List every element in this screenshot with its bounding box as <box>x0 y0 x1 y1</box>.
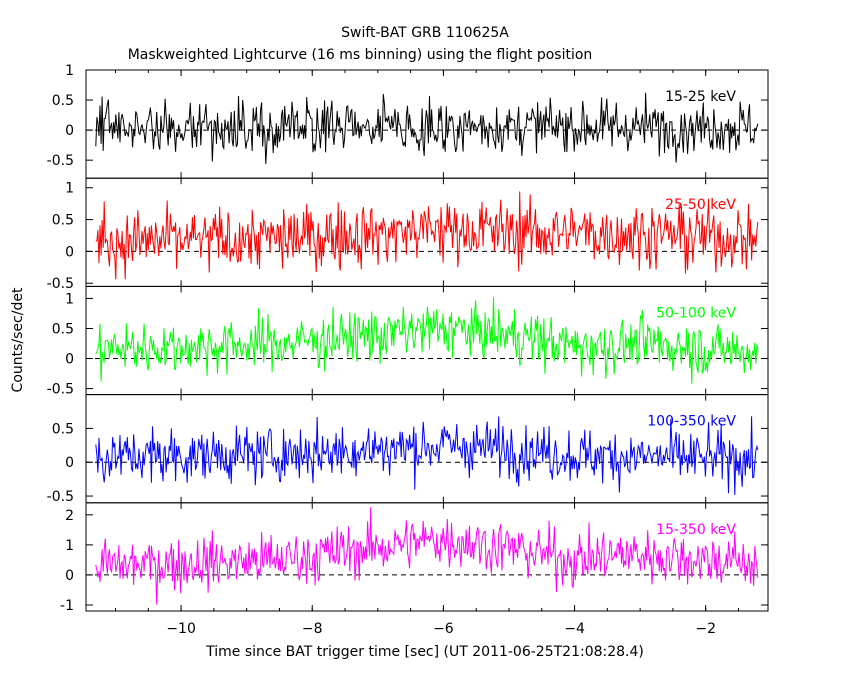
x-tick-label: −8 <box>302 621 323 637</box>
x-axis: −10 −8 −6 −4 −2 <box>115 70 739 637</box>
series-label: 15-25 keV <box>665 89 736 105</box>
y-tick-label: -0.5 <box>47 276 74 292</box>
series-label: 25-50 keV <box>665 197 736 213</box>
chart-title: Swift-BAT GRB 110625A <box>341 25 509 41</box>
y-tick-label: 0 <box>65 123 74 139</box>
series-line <box>95 416 759 496</box>
chart-subtitle: Maskweighted Lightcurve (16 ms binning) … <box>128 47 593 63</box>
y-tick-label: 0 <box>65 352 74 368</box>
panel-4: -0.5 0 0.5 100-350 keV <box>47 394 769 505</box>
series-line <box>95 507 759 605</box>
y-tick-label: 0 <box>65 455 74 471</box>
y-tick-label: -0.5 <box>47 153 74 169</box>
y-tick-label: 1 <box>65 291 74 307</box>
y-tick-label: -0.5 <box>47 382 74 398</box>
series-label: 15-350 keV <box>656 522 736 538</box>
y-tick-label: 0 <box>65 244 74 260</box>
series-label: 50-100 keV <box>656 305 736 321</box>
series-line <box>95 92 759 164</box>
panel-frame <box>85 502 769 612</box>
x-tick-label: −10 <box>166 621 196 637</box>
y-tick-label: 1 <box>65 181 74 197</box>
y-tick-label: -1 <box>60 598 74 614</box>
y-tick-label: 0.5 <box>52 421 74 437</box>
y-tick-label: -0.5 <box>47 489 74 505</box>
y-tick-label: 2 <box>65 508 74 524</box>
y-tick-label: 0.5 <box>52 321 74 337</box>
y-tick-label: 0 <box>65 568 74 584</box>
panel-2: -0.5 0 0.5 1 25-50 keV <box>47 177 769 292</box>
x-tick-label: −6 <box>433 621 454 637</box>
x-axis-label: Time since BAT trigger time [sec] (UT 20… <box>205 644 644 660</box>
series-line <box>95 297 759 384</box>
y-axis-label: Counts/sec/det <box>10 287 26 392</box>
y-tick-label: 0.5 <box>52 213 74 229</box>
y-tick-label: 1 <box>65 63 74 79</box>
x-tick-label: −2 <box>695 621 716 637</box>
y-tick-label: 0.5 <box>52 93 74 109</box>
series-label: 100-350 keV <box>647 414 736 430</box>
series-line <box>95 191 759 280</box>
x-tick-label: −4 <box>564 621 585 637</box>
y-tick-label: 1 <box>65 538 74 554</box>
